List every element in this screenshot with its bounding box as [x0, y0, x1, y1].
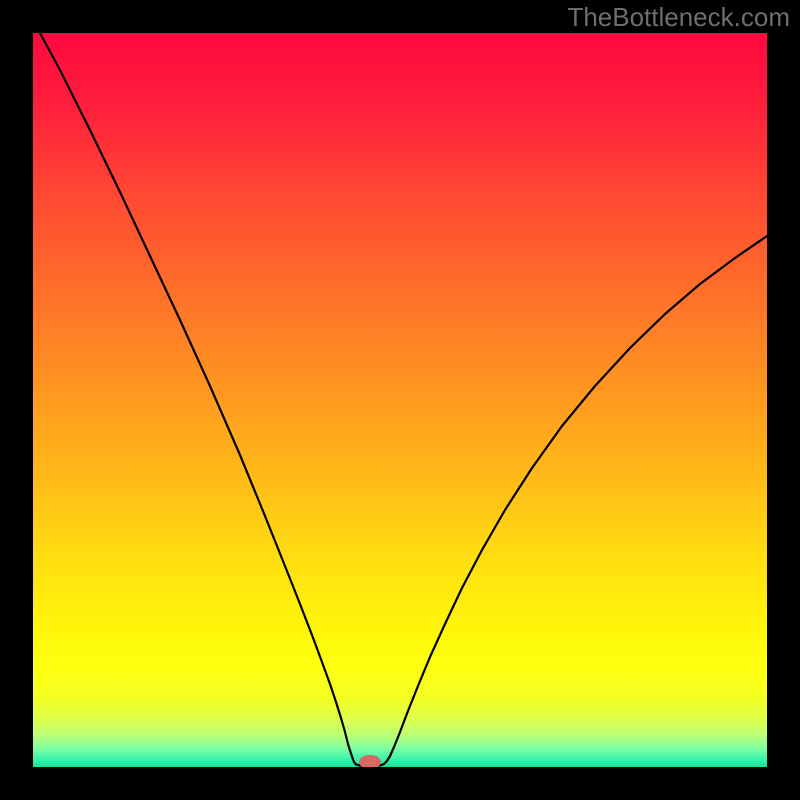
- gradient-background: [33, 33, 767, 767]
- watermark-label: TheBottleneck.com: [567, 2, 790, 32]
- watermark-text: TheBottleneck.com: [567, 2, 790, 33]
- chart-frame: [0, 0, 800, 800]
- chart-svg: [0, 0, 800, 800]
- optimum-marker: [359, 755, 381, 769]
